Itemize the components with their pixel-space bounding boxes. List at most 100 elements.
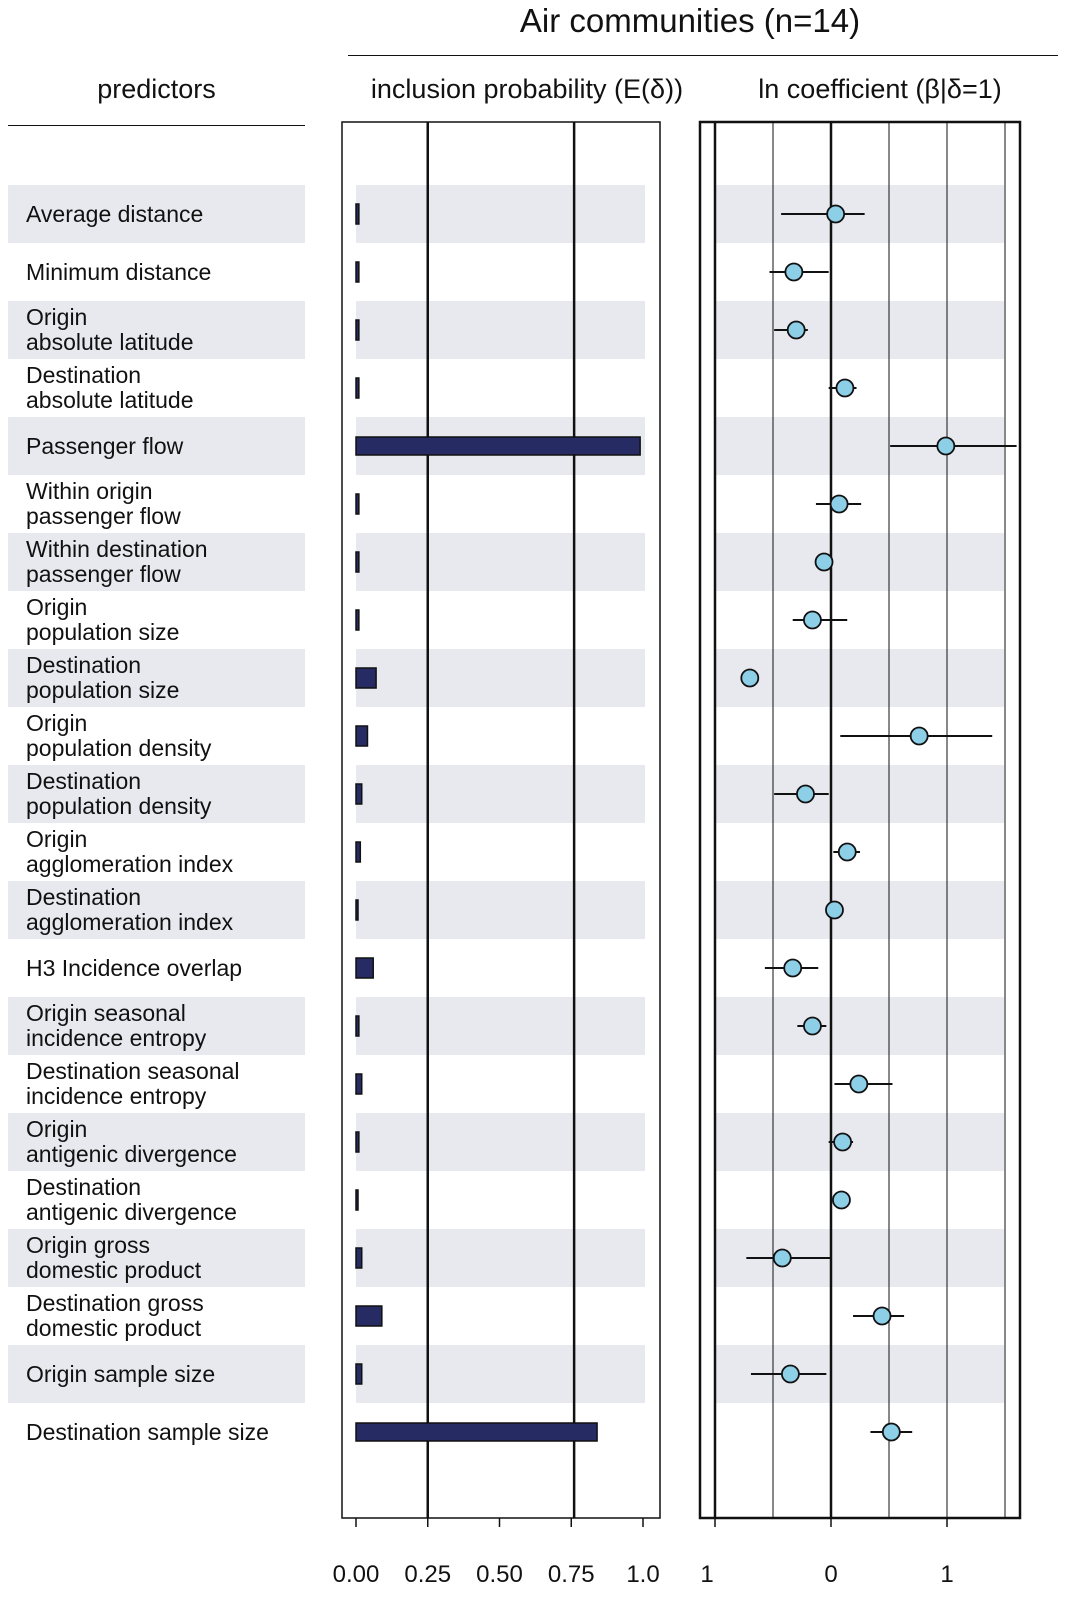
inclusion-bar xyxy=(355,957,374,979)
predictor-label: Within origin passenger flow xyxy=(26,478,181,529)
coefficient-point xyxy=(825,900,844,920)
predictor-label: Origin seasonal incidence entropy xyxy=(26,1000,207,1051)
predictors-underline xyxy=(8,125,305,126)
coefficient-point xyxy=(772,1248,792,1268)
inclusion-bar xyxy=(355,783,363,805)
coefficient-point xyxy=(936,436,956,456)
inclusion-bar xyxy=(355,841,362,863)
predictor-row-stripe xyxy=(8,533,305,591)
predictor-row-stripe xyxy=(8,185,305,243)
inclusion-bar xyxy=(355,377,360,399)
inclusion-row-stripe xyxy=(356,1229,645,1287)
coefficient-row-stripe xyxy=(716,301,1004,359)
predictor-row-stripe xyxy=(8,1113,305,1171)
coefficient-header: ln coefficient (β|δ=1) xyxy=(758,74,1002,104)
coefficient-point xyxy=(881,1422,901,1442)
coefficient-point xyxy=(803,1016,822,1036)
inclusion-bar xyxy=(355,261,360,283)
inclusion-bar xyxy=(355,1305,383,1327)
inclusion-bar xyxy=(355,1015,360,1037)
coefficient-x-tick-label: 1 xyxy=(700,1561,713,1588)
figure-title: Air communities (n=14) xyxy=(519,2,861,39)
predictor-label: Destination seasonal incidence entropy xyxy=(26,1058,240,1109)
coefficient-row-stripe xyxy=(716,881,1004,939)
inclusion-row-stripe xyxy=(356,881,645,939)
coefficient-point xyxy=(872,1306,892,1326)
predictor-label: Destination agglomeration index xyxy=(26,884,234,935)
predictor-label: Origin agglomeration index xyxy=(26,826,234,877)
inclusion-x-tick-label: 0.25 xyxy=(404,1561,451,1588)
coefficient-row-stripe xyxy=(716,1113,1004,1171)
predictor-label: Average distance xyxy=(26,200,204,227)
inclusion-bar xyxy=(355,609,360,631)
predictor-row-stripe xyxy=(8,417,305,475)
coefficient-row-stripe xyxy=(716,533,1004,591)
coefficient-point xyxy=(832,1190,851,1210)
predictor-label: Origin population density xyxy=(26,710,212,761)
predictor-label: Destination gross domestic product xyxy=(26,1290,204,1341)
inclusion-panel: 0.00 0.25 0.50 0.75 1.0 xyxy=(333,121,661,1588)
coefficient-row-stripe xyxy=(716,765,1004,823)
predictor-row-stripe xyxy=(8,881,305,939)
inclusion-x-tick-label: 0.00 xyxy=(333,1561,380,1588)
title-underline xyxy=(348,55,1058,56)
predictor-label: Origin population size xyxy=(26,594,180,645)
coefficient-point xyxy=(786,320,806,340)
predictors-header: predictors xyxy=(97,74,216,104)
inclusion-row-stripe xyxy=(356,185,645,243)
predictor-row-stripe xyxy=(8,1345,305,1403)
coefficient-row-stripe xyxy=(716,997,1004,1055)
inclusion-bar xyxy=(355,1131,360,1153)
predictor-row-stripe xyxy=(8,649,305,707)
coefficient-point xyxy=(826,204,846,224)
inclusion-row-stripe xyxy=(356,1345,645,1403)
coefficient-point xyxy=(909,726,929,746)
inclusion-bar xyxy=(355,899,359,921)
predictor-label: H3 Incidence overlap xyxy=(26,954,243,981)
coefficient-point xyxy=(849,1074,869,1094)
predictor-row-stripe xyxy=(8,1229,305,1287)
inclusion-x-tick-label: 0.50 xyxy=(476,1561,523,1588)
inclusion-row-stripe xyxy=(356,649,645,707)
coefficient-point xyxy=(814,552,834,572)
predictor-label: Origin sample size xyxy=(26,1360,216,1387)
predictor-row-stripe xyxy=(8,301,305,359)
predictor-label: Destination antigenic divergence xyxy=(26,1174,237,1225)
inclusion-row-stripe xyxy=(356,301,645,359)
coefficient-point xyxy=(784,262,804,282)
predictor-label: Origin antigenic divergence xyxy=(26,1116,237,1167)
coefficient-point xyxy=(829,494,849,514)
coefficient-row-stripe xyxy=(716,649,1004,707)
predictor-label: Origin gross domestic product xyxy=(26,1232,202,1283)
inclusion-bar xyxy=(355,319,360,341)
predictor-row-stripe xyxy=(8,765,305,823)
inclusion-bar xyxy=(355,1363,363,1385)
coefficient-point xyxy=(835,378,855,398)
predictor-label: Origin absolute latitude xyxy=(26,304,194,355)
inclusion-row-stripe xyxy=(356,533,645,591)
inclusion-row-stripe xyxy=(356,1113,645,1171)
coefficient-x-tick-label: 1 xyxy=(940,1561,953,1588)
inclusion-bar xyxy=(355,436,641,456)
coefficient-point xyxy=(833,1132,852,1152)
coefficient-point xyxy=(803,610,822,630)
inclusion-bar xyxy=(355,725,369,747)
inclusion-bar xyxy=(355,1073,363,1095)
inclusion-bar xyxy=(355,551,360,573)
coefficient-panel: 1 0 1 xyxy=(698,120,1022,1588)
inclusion-frame xyxy=(341,121,661,1519)
coefficient-point xyxy=(740,668,760,688)
inclusion-bar xyxy=(355,1189,359,1211)
inclusion-bar xyxy=(355,1247,363,1269)
coefficient-point xyxy=(783,958,803,978)
predictor-label: Passenger flow xyxy=(26,432,184,459)
predictor-label: Destination population size xyxy=(26,652,180,703)
coefficient-point xyxy=(796,784,815,804)
inclusion-bar xyxy=(355,203,360,225)
inclusion-x-tick-label: 0.75 xyxy=(548,1561,595,1588)
inclusion-row-stripe xyxy=(356,765,645,823)
inclusion-bar xyxy=(355,493,360,515)
inclusion-bar xyxy=(355,667,377,689)
predictor-label: Destination absolute latitude xyxy=(26,362,194,413)
predictor-row-stripe xyxy=(8,997,305,1055)
